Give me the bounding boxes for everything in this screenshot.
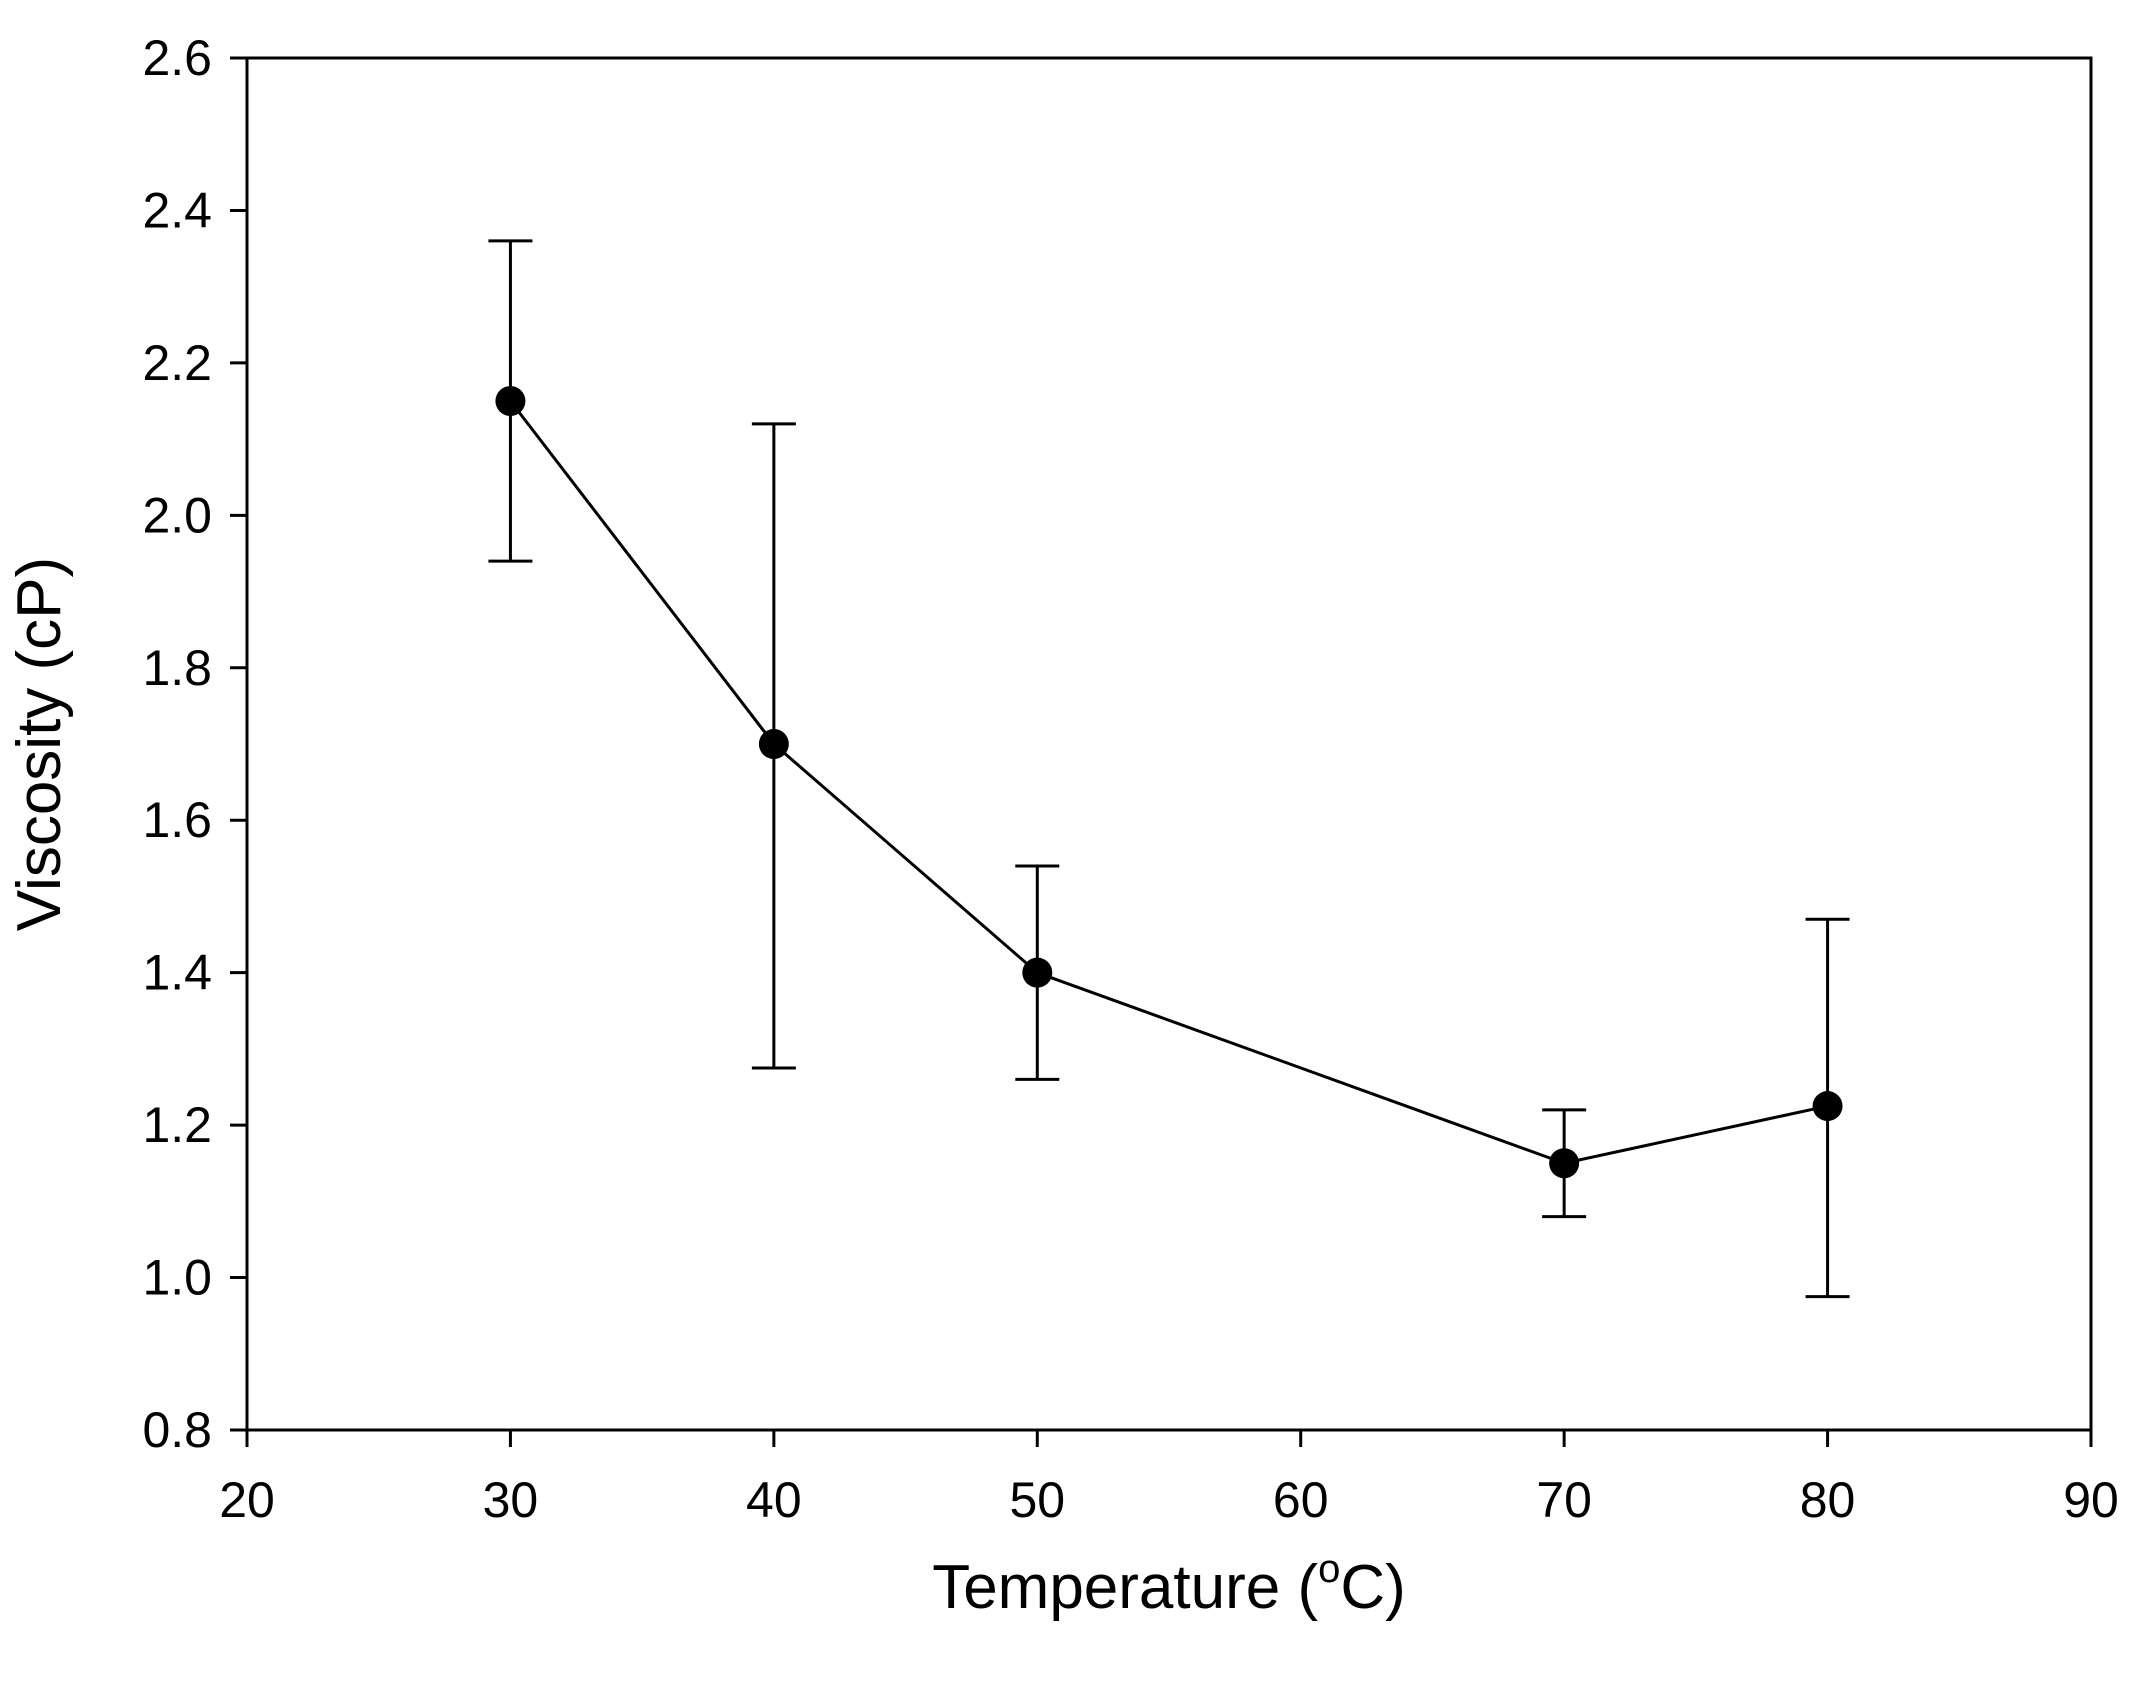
y-tick-label: 2.2	[142, 335, 212, 391]
x-axis-title-suffix: C)	[1340, 1553, 1405, 1622]
x-tick-label: 60	[1273, 1472, 1329, 1528]
x-tick-label: 30	[483, 1472, 539, 1528]
data-point	[1022, 957, 1053, 988]
data-point	[1549, 1148, 1580, 1179]
y-tick-label: 1.6	[142, 792, 212, 848]
y-tick-label: 0.8	[142, 1402, 212, 1458]
y-tick-label: 2.6	[142, 30, 212, 86]
y-tick-label: 1.0	[142, 1250, 212, 1306]
x-tick-label: 50	[1009, 1472, 1065, 1528]
x-tick-label: 70	[1536, 1472, 1592, 1528]
data-point	[758, 729, 789, 759]
y-tick-label: 1.8	[142, 640, 212, 696]
y-axis-title: Viscosity (cP)	[5, 557, 74, 931]
data-point	[495, 386, 526, 416]
x-tick-label: 80	[1800, 1472, 1856, 1528]
y-tick-label: 1.2	[142, 1097, 212, 1153]
x-tick-label: 40	[746, 1472, 802, 1528]
y-tick-label: 2.4	[142, 182, 212, 238]
x-tick-label: 90	[2063, 1472, 2119, 1528]
data-point	[1812, 1091, 1843, 1122]
x-axis-title-main: Temperature (	[932, 1553, 1318, 1622]
y-tick-label: 1.4	[142, 945, 212, 1001]
x-axis-title: Temperature (oC)	[932, 1547, 1406, 1622]
y-axis-ticks: 0.8 1.0 1.2 1.4 1.6 1.8 2.0 2.2 2.4 2.6	[142, 30, 247, 1458]
y-tick-label: 2.0	[142, 487, 212, 543]
series-points	[495, 386, 1843, 1179]
plot-area-frame	[245, 56, 2093, 1432]
x-axis-ticks: 20 30 40 50 60 70 80 90	[219, 1430, 2119, 1528]
x-axis-title-degree-superscript: o	[1318, 1547, 1340, 1591]
x-tick-label: 20	[219, 1472, 275, 1528]
